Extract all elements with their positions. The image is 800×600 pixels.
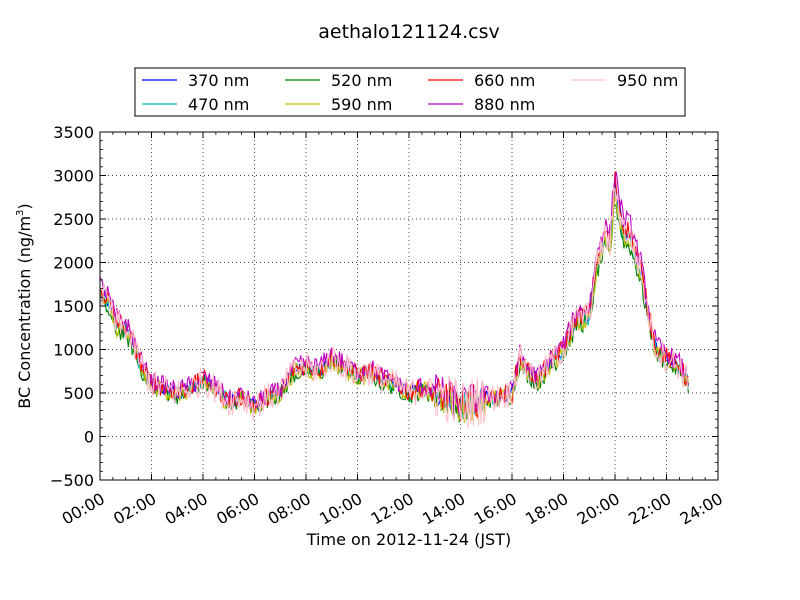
chart-title: aethalo121124.csv [318, 21, 500, 43]
x-tick-label: 20:00 [574, 489, 623, 529]
y-axis-label-main: BC Concentration (ng/m [15, 216, 34, 409]
legend-frame [134, 67, 686, 117]
x-tick-label: 18:00 [522, 489, 571, 529]
x-tick-label: 00:00 [59, 489, 108, 529]
series-line-950-nm [99, 186, 689, 429]
series-lines [99, 171, 689, 429]
y-axis-label-close: ) [15, 203, 34, 209]
legend-label: 470 nm [188, 95, 249, 114]
x-axis-label: Time on 2012-11-24 (JST) [306, 530, 511, 549]
y-tick-label: −500 [50, 471, 94, 490]
grid [100, 132, 718, 480]
x-tick-label: 02:00 [110, 489, 159, 529]
y-tick-label: 3500 [53, 123, 94, 142]
x-tick-label: 22:00 [625, 489, 674, 529]
x-tick-label: 04:00 [162, 489, 211, 529]
legend-label: 660 nm [474, 71, 535, 90]
x-tick-label: 10:00 [316, 489, 365, 529]
legend-label: 880 nm [474, 95, 535, 114]
x-tick-label: 24:00 [677, 489, 726, 529]
y-tick-label: 2000 [53, 254, 94, 273]
ticks [99, 131, 719, 481]
x-tick-label: 16:00 [471, 489, 520, 529]
x-tick-labels: 00:00 02:00 04:00 06:00 08:00 10:00 12:00 14:00… [59, 489, 726, 529]
x-tick-label: 14:00 [419, 489, 468, 529]
y-tick-label: 2500 [53, 210, 94, 229]
legend-label: 590 nm [331, 95, 392, 114]
legend-label: 950 nm [617, 71, 678, 90]
x-tick-label: 12:00 [368, 489, 417, 529]
y-tick-label: 0 [84, 428, 94, 447]
y-axis-label: BC Concentration (ng/m3) [15, 203, 34, 408]
y-tick-labels: −500 0 500 1000 1500 2000 2500 3000 3500 [50, 123, 94, 490]
y-tick-label: 500 [63, 384, 94, 403]
y-tick-label: 1000 [53, 341, 94, 360]
y-tick-label: 1500 [53, 297, 94, 316]
legend-label: 520 nm [331, 71, 392, 90]
y-axis-label-superscript: 3 [15, 210, 26, 216]
y-tick-label: 3000 [53, 167, 94, 186]
x-tick-label: 06:00 [213, 489, 262, 529]
legend-label: 370 nm [188, 71, 249, 90]
legend: 370 nm 470 nm 520 nm 590 nm 660 nm 880 nm 950 … [134, 67, 686, 117]
x-tick-label: 08:00 [265, 489, 314, 529]
